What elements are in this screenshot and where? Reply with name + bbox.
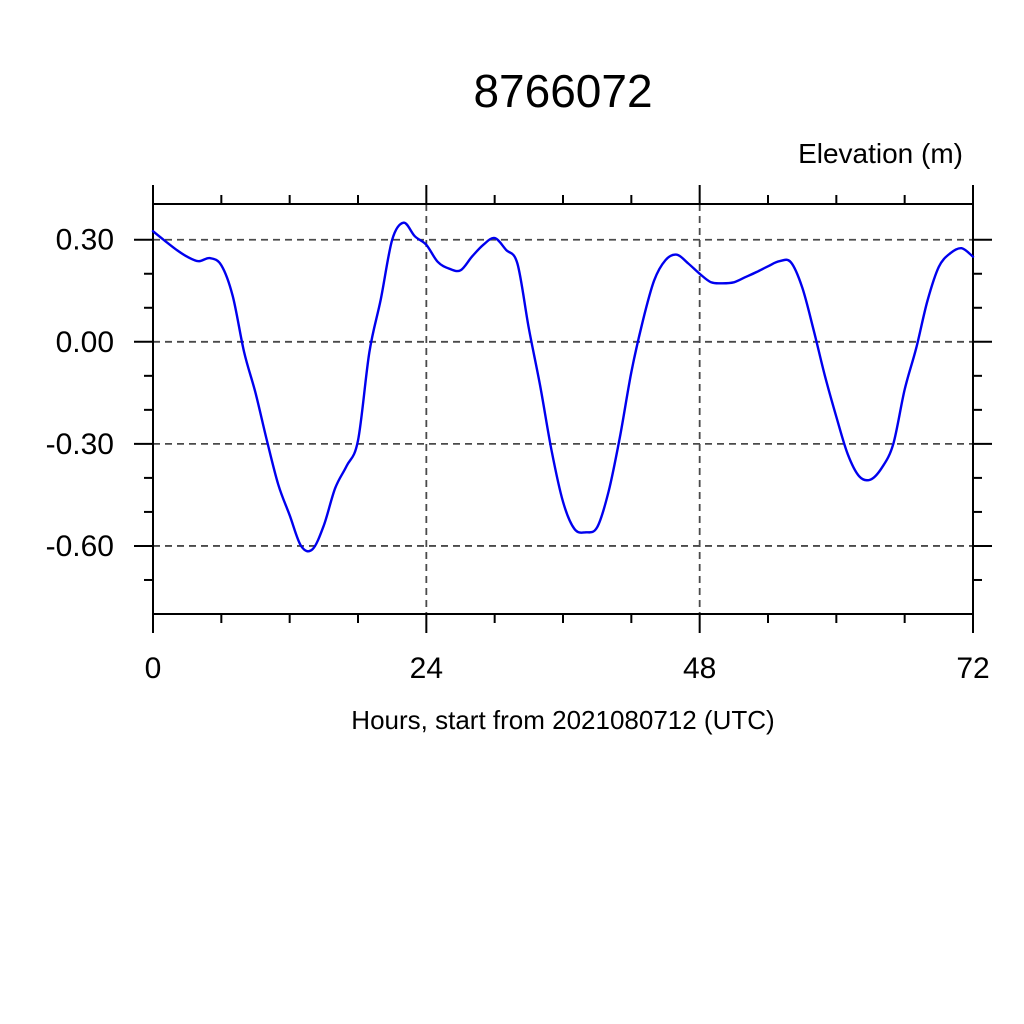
x-tick-label: 0 — [145, 652, 162, 685]
x-axis-title: Hours, start from 2021080712 (UTC) — [351, 705, 774, 735]
plot-area: 0 24 48 72 0.30 0.00 -0.30 -0.60 — [46, 185, 992, 685]
x-tick-label: 24 — [410, 652, 443, 685]
chart-title: 8766072 — [473, 65, 652, 117]
y-tick-label: 0.00 — [56, 326, 114, 359]
x-tick-label: 72 — [956, 652, 989, 685]
x-tick-label: 48 — [683, 652, 716, 685]
elevation-series-line — [151, 221, 975, 553]
y-tick-label: 0.30 — [56, 224, 114, 257]
plot-frame — [152, 203, 974, 615]
y-tick-label: -0.30 — [46, 428, 114, 461]
y-axis-title: Elevation (m) — [798, 138, 963, 169]
y-tick-label: -0.60 — [46, 530, 114, 563]
